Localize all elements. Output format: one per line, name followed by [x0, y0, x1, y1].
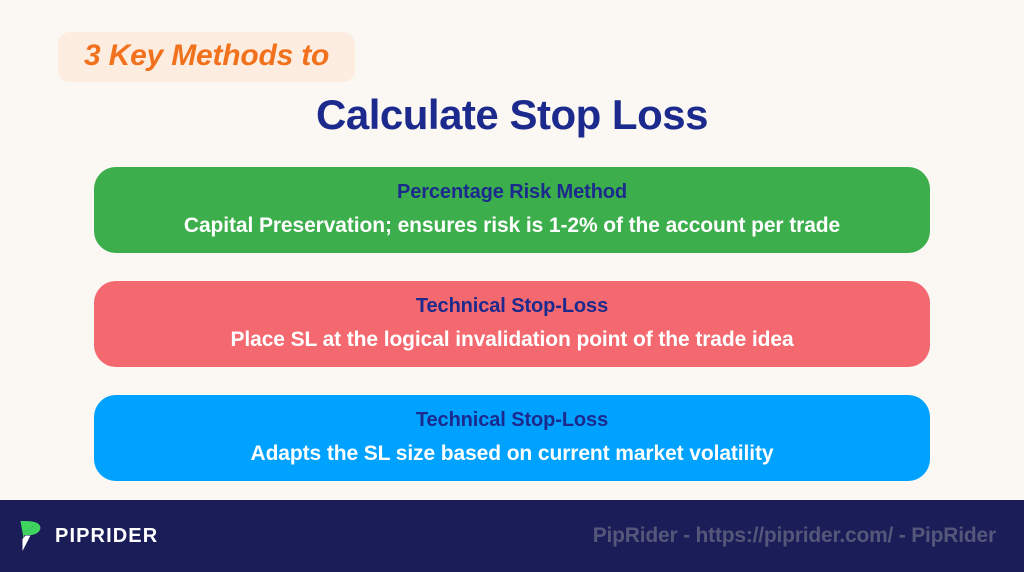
card-body: Place SL at the logical invalidation poi… — [230, 327, 794, 351]
brand-name: PIPRIDER — [55, 525, 159, 547]
piprider-logo-icon — [20, 521, 41, 551]
header-section: 3 Key Methods to Calculate Stop Loss — [0, 0, 1024, 150]
card-heading: Technical Stop-Loss — [415, 294, 609, 317]
footer-bar: PIPRIDER PipRider - https://piprider.com… — [0, 500, 1024, 572]
eyebrow-text: 3 Key Methods to — [84, 39, 330, 72]
card-heading: Technical Stop-Loss — [415, 408, 609, 431]
card-body: Capital Preservation; ensures risk is 1-… — [183, 213, 841, 237]
method-card-technical-stop-loss: Technical Stop-Loss Place SL at the logi… — [94, 281, 930, 367]
methods-card-list: Percentage Risk Method Capital Preservat… — [94, 167, 930, 481]
eyebrow-badge: 3 Key Methods to — [58, 32, 356, 82]
footer-caption: PipRider - https://piprider.com/ - PipRi… — [592, 524, 996, 547]
method-card-volatility-stop-loss: Technical Stop-Loss Adapts the SL size b… — [94, 395, 930, 481]
brand-lockup: PIPRIDER — [16, 519, 158, 553]
method-card-percentage-risk: Percentage Risk Method Capital Preservat… — [94, 167, 930, 253]
page-title: Calculate Stop Loss — [316, 91, 708, 138]
card-heading: Percentage Risk Method — [396, 180, 628, 203]
card-body: Adapts the SL size based on current mark… — [250, 441, 774, 465]
